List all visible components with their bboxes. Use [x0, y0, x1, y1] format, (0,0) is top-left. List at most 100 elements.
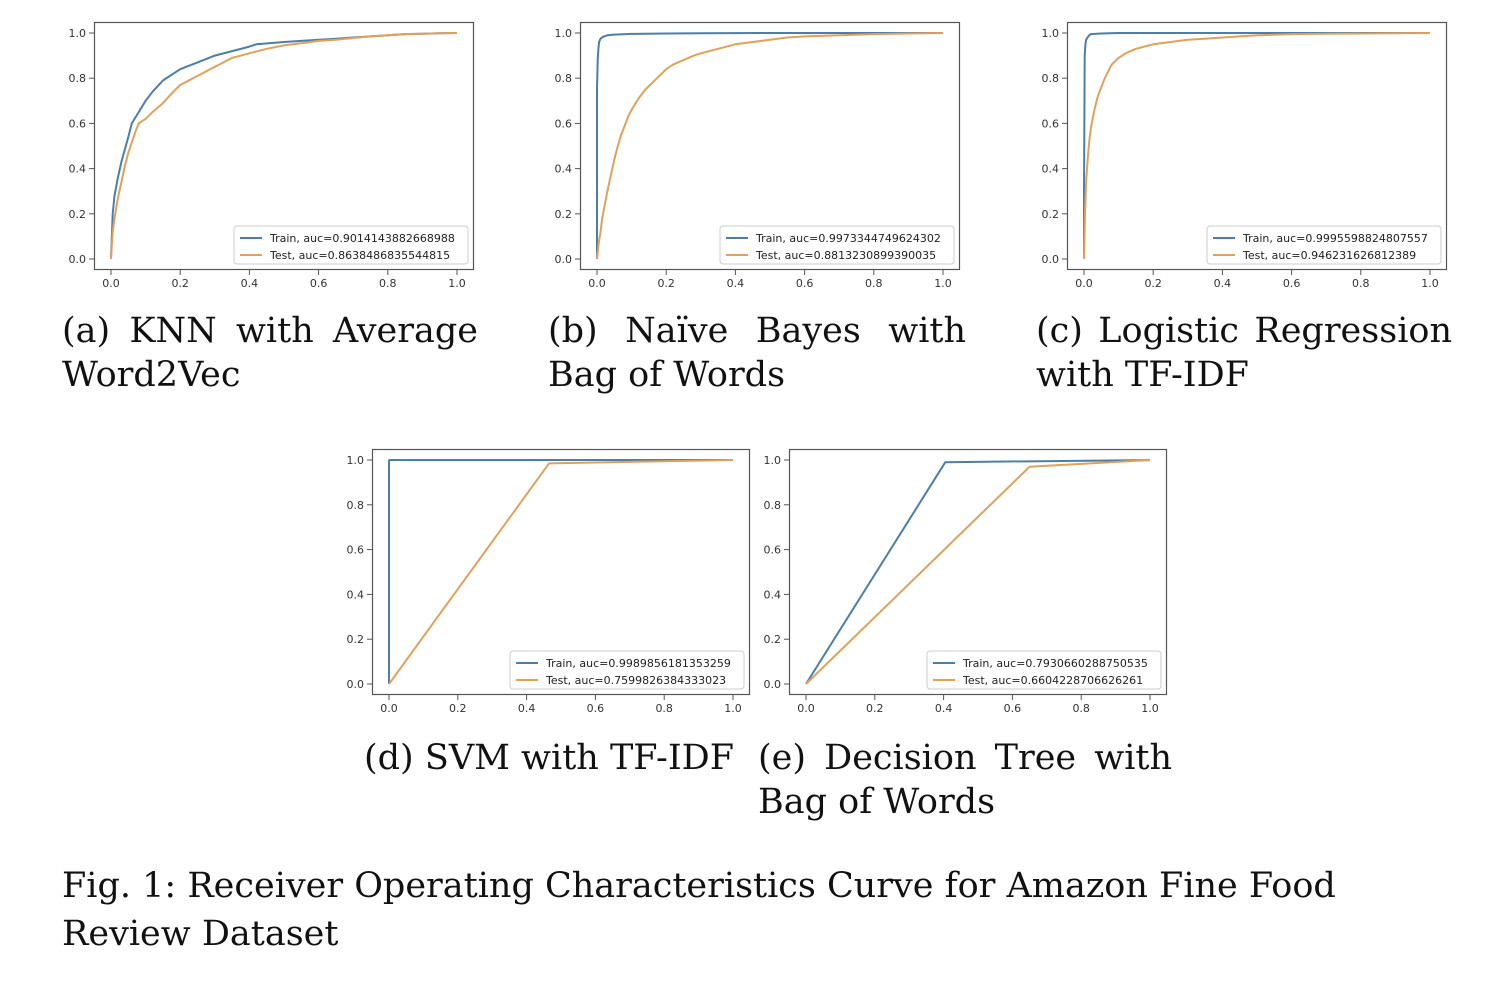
x-tick-label: 0.6	[796, 277, 814, 290]
x-tick-label: 1.0	[1421, 277, 1439, 290]
y-tick-label: 0.6	[347, 544, 365, 557]
x-tick-label: 0.6	[1004, 702, 1022, 715]
y-tick-label: 0.6	[1042, 117, 1060, 130]
y-tick-label: 0.8	[764, 499, 782, 512]
chart-svg: 0.0 0.2 0.4 0.6 0.8 1.0 0.0 0.2 0.4 0.6 0.8 1.0 Trai…	[347, 448, 751, 715]
series-line-test	[110, 32, 458, 260]
plot-c-logistic-regression: 0.0 0.2 0.4 0.6 0.8 1.0 0.0 0.2 0.4 0.6 0.8 1.0 Trai…	[1042, 21, 1448, 290]
plot-a-knn: 0.0 0.2 0.4 0.6 0.8 1.0 0.0 0.2 0.4 0.6 0.8 1.0 Trai…	[69, 21, 475, 290]
y-tick-label: 0.2	[764, 633, 782, 646]
y-tick-label: 0.6	[764, 544, 782, 557]
x-tick-label: 0.8	[865, 277, 883, 290]
legend-label: Test, auc=0.946231626812389	[1242, 249, 1416, 262]
legend-box	[1206, 225, 1442, 265]
y-tick-label: 0.0	[764, 678, 782, 691]
y-tick-label: 0.4	[764, 588, 782, 601]
x-tick-label: 0.4	[241, 277, 259, 290]
y-tick-label: 0.8	[1042, 72, 1060, 85]
legend-label: Train, auc=0.9014143882668988	[269, 232, 455, 245]
x-tick-label: 1.0	[724, 702, 742, 715]
x-tick-label: 0.2	[866, 702, 884, 715]
legend-label: Train, auc=0.7930660288750535	[962, 657, 1148, 670]
y-tick-label: 0.4	[347, 588, 365, 601]
legend-label: Train, auc=0.9989856181353259	[545, 657, 731, 670]
legend-box	[233, 225, 469, 265]
legend-box	[509, 650, 745, 690]
figure-caption: Fig. 1: Receiver Operating Characteristi…	[62, 866, 1336, 954]
legend: Train, auc=0.9995598824807557 Test, auc=0…	[1206, 225, 1442, 265]
y-tick-label: 0.2	[555, 208, 573, 221]
legend-label: Test, auc=0.6604228706626261	[962, 674, 1143, 687]
x-tick-label: 0.6	[1283, 277, 1301, 290]
y-tick-label: 0.4	[1042, 163, 1060, 176]
legend: Train, auc=0.9989856181353259 Test, auc=0…	[509, 650, 745, 690]
x-tick-label: 0.0	[1075, 277, 1093, 290]
y-tick-label: 0.2	[347, 633, 365, 646]
x-tick-label: 0.8	[1072, 702, 1090, 715]
series-line-train	[388, 459, 733, 684]
subcaption-d: (d) SVM with TF-IDF	[364, 738, 734, 778]
legend-label: Test, auc=0.7599826384333023	[545, 674, 726, 687]
legend-label: Test, auc=0.8638486835544815	[269, 249, 450, 262]
y-tick-label: 0.0	[347, 678, 365, 691]
x-tick-label: 0.0	[380, 702, 398, 715]
y-tick-label: 0.0	[1042, 253, 1060, 266]
plot-e-decision-tree: 0.0 0.2 0.4 0.6 0.8 1.0 0.0 0.2 0.4 0.6 0.8 1.0 Trai…	[764, 448, 1168, 715]
y-tick-label: 0.2	[69, 208, 87, 221]
x-tick-label: 0.8	[1352, 277, 1370, 290]
x-tick-label: 0.2	[449, 702, 467, 715]
legend: Train, auc=0.9014143882668988 Test, auc=0…	[233, 225, 469, 265]
x-tick-label: 0.4	[518, 702, 536, 715]
x-tick-label: 0.8	[655, 702, 673, 715]
x-tick-label: 0.4	[727, 277, 745, 290]
y-tick-label: 1.0	[69, 27, 87, 40]
plot-d-svm: 0.0 0.2 0.4 0.6 0.8 1.0 0.0 0.2 0.4 0.6 0.8 1.0 Trai…	[347, 448, 751, 715]
legend: Train, auc=0.7930660288750535 Test, auc=0…	[926, 650, 1162, 690]
chart-svg: 0.0 0.2 0.4 0.6 0.8 1.0 0.0 0.2 0.4 0.6 0.8 1.0 Trai…	[764, 448, 1168, 715]
x-tick-label: 1.0	[934, 277, 952, 290]
x-tick-label: 0.8	[379, 277, 397, 290]
x-tick-label: 0.6	[310, 277, 328, 290]
chart-svg: 0.0 0.2 0.4 0.6 0.8 1.0 0.0 0.2 0.4 0.6 0.8 1.0 Trai…	[69, 21, 475, 290]
x-tick-label: 0.2	[1144, 277, 1162, 290]
legend-label: Train, auc=0.9995598824807557	[1242, 232, 1428, 245]
x-tick-label: 0.0	[588, 277, 606, 290]
subcaption-b: (b) Naïve Bayes with Bag of Words	[548, 311, 966, 395]
series-line-test	[1083, 32, 1431, 260]
y-tick-label: 0.8	[69, 72, 87, 85]
legend: Train, auc=0.9973344749624302 Test, auc=0…	[719, 225, 955, 265]
legend-label: Test, auc=0.8813230899390035	[755, 249, 936, 262]
y-tick-label: 1.0	[555, 27, 573, 40]
series-line-train	[596, 32, 943, 259]
subcaption-e: (e) Decision Tree with Bag of Words	[758, 738, 1172, 822]
x-tick-label: 1.0	[1141, 702, 1159, 715]
x-tick-label: 0.6	[587, 702, 605, 715]
legend-box	[719, 225, 955, 265]
y-tick-label: 0.6	[555, 117, 573, 130]
plot-b-naive-bayes: 0.0 0.2 0.4 0.6 0.8 1.0 0.0 0.2 0.4 0.6 0.8 1.0 Trai…	[555, 21, 961, 290]
legend-label: Train, auc=0.9973344749624302	[755, 232, 941, 245]
series-line-test	[388, 459, 734, 685]
y-tick-label: 0.0	[69, 253, 87, 266]
series-line-train	[805, 459, 1151, 685]
y-tick-label: 0.4	[69, 163, 87, 176]
x-tick-label: 0.4	[1214, 277, 1232, 290]
y-tick-label: 1.0	[1042, 27, 1060, 40]
x-tick-label: 1.0	[448, 277, 466, 290]
subcaption-a: (a) KNN with Average Word2Vec	[62, 311, 478, 395]
legend-box	[926, 650, 1162, 690]
series-line-train	[1083, 32, 1430, 259]
y-tick-label: 0.0	[555, 253, 573, 266]
subcaption-c: (c) Logistic Regression with TF-IDF	[1036, 311, 1452, 395]
y-tick-label: 0.6	[69, 117, 87, 130]
x-tick-label: 0.4	[935, 702, 953, 715]
y-tick-label: 0.4	[555, 163, 573, 176]
series-line-test	[596, 32, 944, 260]
x-tick-label: 0.0	[102, 277, 120, 290]
series-line-test	[805, 459, 1151, 685]
chart-svg: 0.0 0.2 0.4 0.6 0.8 1.0 0.0 0.2 0.4 0.6 0.8 1.0 Trai…	[555, 21, 961, 290]
x-tick-label: 0.2	[171, 277, 189, 290]
y-tick-label: 0.8	[347, 499, 365, 512]
x-tick-label: 0.0	[797, 702, 815, 715]
y-tick-label: 1.0	[347, 454, 365, 467]
